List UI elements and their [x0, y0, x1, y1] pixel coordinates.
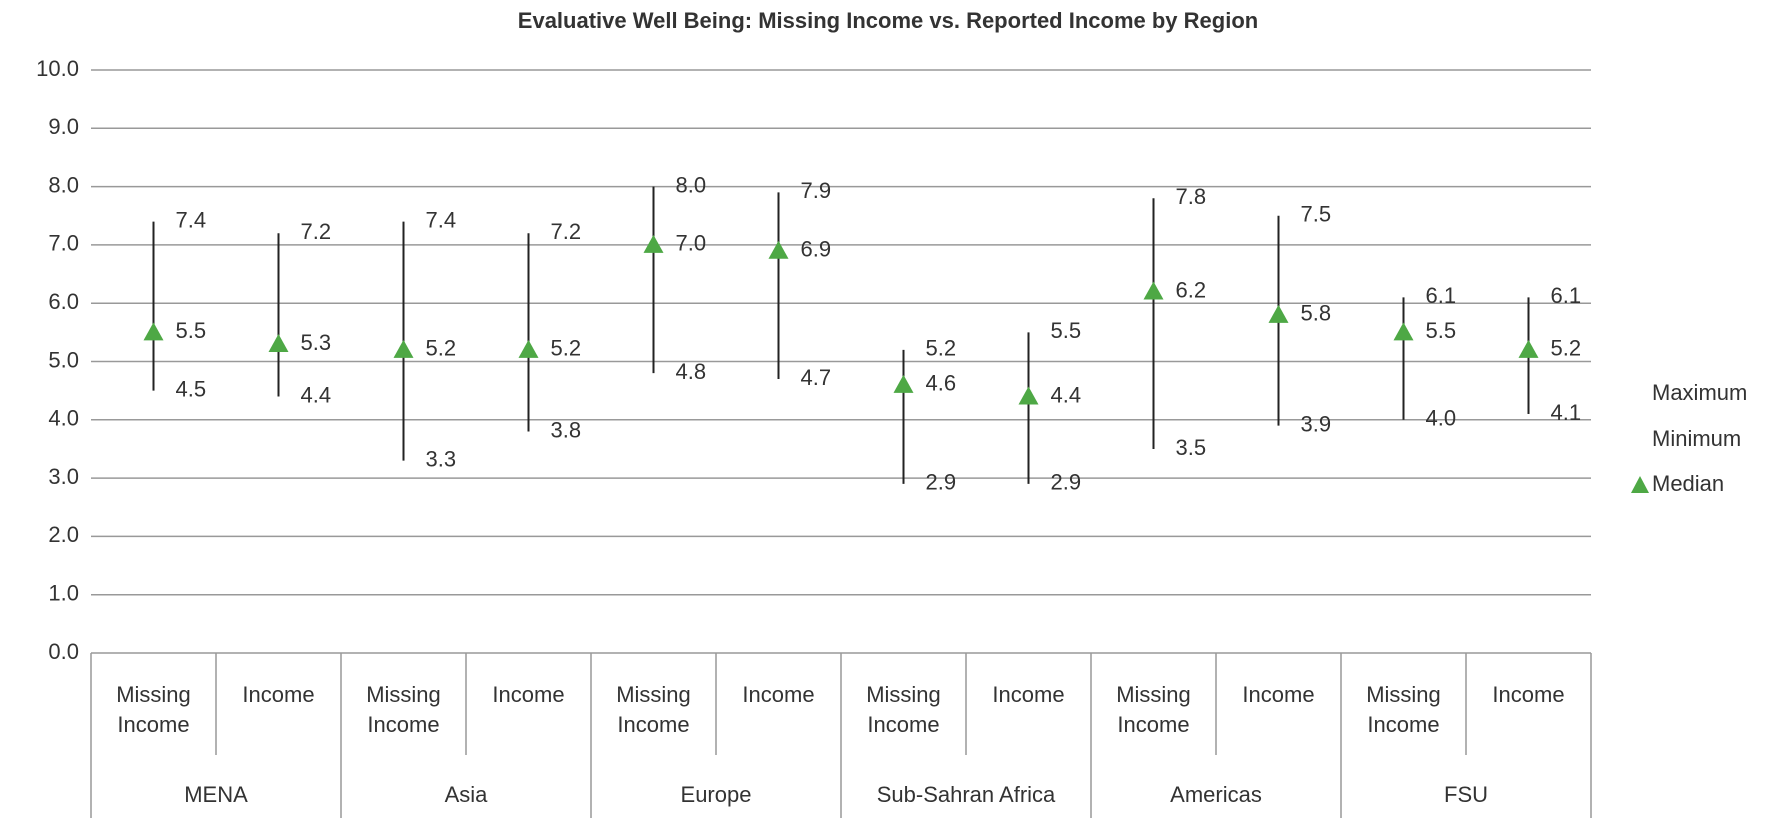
min-label: 2.9 [1051, 470, 1082, 495]
median-label: 6.9 [801, 237, 832, 262]
x-tick-label: Income [1242, 682, 1315, 707]
median-label: 4.6 [926, 371, 957, 396]
min-label: 4.8 [676, 359, 707, 384]
median-marker [893, 374, 914, 393]
median-marker [1268, 304, 1289, 323]
max-label: 7.9 [801, 178, 832, 203]
median-marker [1018, 386, 1039, 405]
group-label: MENA [184, 782, 248, 807]
median-marker [143, 322, 164, 341]
min-label: 4.4 [301, 382, 332, 407]
y-tick-label: 8.0 [48, 172, 79, 197]
y-tick-label: 4.0 [48, 406, 79, 431]
median-label: 5.2 [551, 336, 582, 361]
x-tick-label: Income [1492, 682, 1565, 707]
x-tick-label: Income [242, 682, 315, 707]
median-marker [1143, 281, 1164, 300]
median-marker [393, 339, 414, 358]
median-marker [268, 334, 289, 353]
y-tick-label: 0.0 [48, 639, 79, 664]
median-label: 5.2 [426, 336, 457, 361]
max-label: 7.5 [1301, 202, 1332, 227]
x-tick-label: Income [742, 682, 815, 707]
y-tick-label: 2.0 [48, 522, 79, 547]
group-label: FSU [1444, 782, 1488, 807]
y-tick-label: 7.0 [48, 231, 79, 256]
median-marker [518, 339, 539, 358]
x-tick-label: Missing Income [866, 682, 941, 737]
x-tick-label: Missing Income [1366, 682, 1441, 737]
min-label: 3.3 [426, 446, 457, 471]
x-tick-label: Income [492, 682, 565, 707]
max-label: 5.2 [926, 336, 957, 361]
median-label: 5.3 [301, 330, 332, 355]
chart-title: Evaluative Well Being: Missing Income vs… [518, 8, 1258, 33]
y-tick-label: 1.0 [48, 581, 79, 606]
max-label: 7.2 [301, 219, 332, 244]
x-tick-label: Missing Income [616, 682, 691, 737]
y-tick-label: 10.0 [36, 56, 79, 81]
min-label: 2.9 [926, 470, 957, 495]
max-label: 7.8 [1176, 184, 1207, 209]
min-label: 3.5 [1176, 435, 1207, 460]
y-tick-label: 5.0 [48, 347, 79, 372]
median-marker [643, 234, 664, 253]
legend-label: Minimum [1652, 426, 1741, 451]
min-label: 3.8 [551, 417, 582, 442]
x-tick-label: Missing Income [1116, 682, 1191, 737]
median-label: 5.2 [1551, 336, 1582, 361]
max-label: 7.2 [551, 219, 582, 244]
min-label: 3.9 [1301, 411, 1332, 436]
group-label: Americas [1170, 782, 1262, 807]
legend-label: Median [1652, 471, 1724, 496]
median-label: 7.0 [676, 231, 707, 256]
median-marker [1518, 339, 1539, 358]
y-tick-label: 9.0 [48, 114, 79, 139]
y-tick-label: 3.0 [48, 464, 79, 489]
max-label: 7.4 [176, 207, 207, 232]
max-label: 6.1 [1426, 283, 1457, 308]
median-label: 5.8 [1301, 301, 1332, 326]
median-marker [768, 240, 789, 259]
median-label: 4.4 [1051, 382, 1082, 407]
max-label: 6.1 [1551, 283, 1582, 308]
group-label: Europe [680, 782, 752, 807]
min-label: 4.1 [1551, 400, 1582, 425]
max-label: 7.4 [426, 207, 457, 232]
legend-marker [1631, 476, 1649, 493]
x-tick-label: Missing Income [116, 682, 191, 737]
group-label: Sub-Sahran Africa [876, 782, 1056, 807]
x-tick-label: Missing Income [366, 682, 441, 737]
max-label: 5.5 [1051, 318, 1082, 343]
min-label: 4.5 [176, 376, 207, 401]
group-label: Asia [444, 782, 488, 807]
median-label: 5.5 [1426, 318, 1457, 343]
median-label: 5.5 [176, 318, 207, 343]
legend-label: Maximum [1652, 380, 1747, 405]
x-tick-label: Income [992, 682, 1065, 707]
median-label: 6.2 [1176, 277, 1207, 302]
min-label: 4.7 [801, 365, 832, 390]
y-tick-label: 6.0 [48, 289, 79, 314]
median-marker [1393, 322, 1414, 341]
min-label: 4.0 [1426, 406, 1457, 431]
max-label: 8.0 [676, 172, 707, 197]
